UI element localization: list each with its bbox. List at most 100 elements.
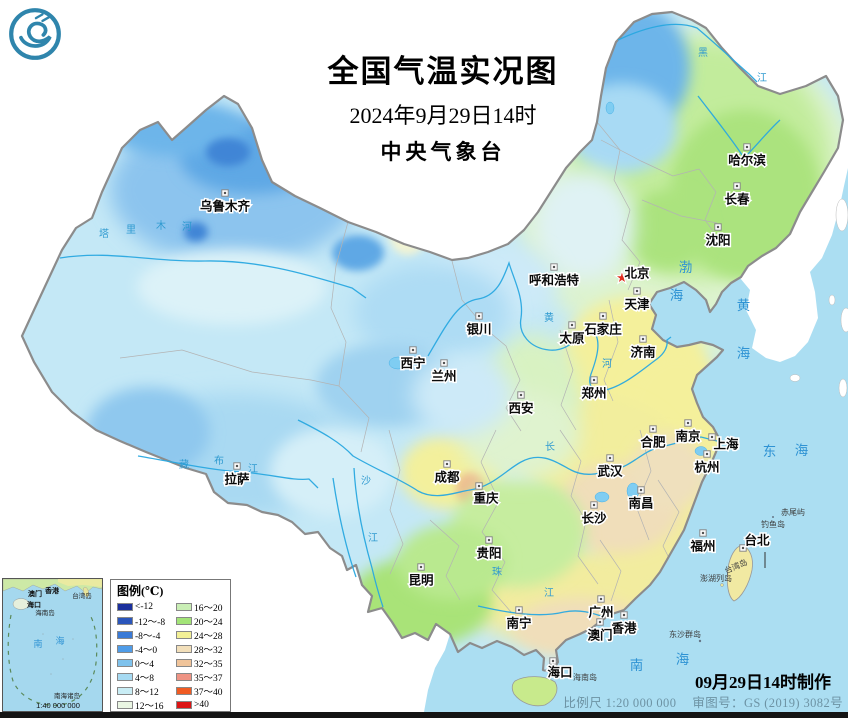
- legend-color-swatch: [117, 631, 133, 639]
- city-南昌: 南昌: [627, 486, 655, 512]
- city-label: 长沙: [581, 511, 607, 526]
- legend-item: 0～4: [117, 656, 176, 670]
- legend-item: 4～8: [117, 670, 176, 684]
- island-label: 东沙群岛: [669, 629, 701, 639]
- legend-color-swatch: [176, 603, 192, 611]
- city-label: 北京: [624, 266, 650, 281]
- cma-logo: [7, 6, 63, 67]
- cma-logo-icon: [9, 8, 61, 60]
- city-济南: 济南: [629, 335, 657, 361]
- diaoyu-island: [772, 516, 774, 518]
- city-label: 南京: [675, 429, 701, 444]
- legend-range-label: 35～37: [194, 674, 223, 684]
- city-label: 台北: [744, 533, 770, 548]
- city-太原: 太原: [558, 321, 586, 347]
- legend-title: 图例(℃): [117, 584, 164, 598]
- sea-label: 南: [630, 658, 645, 673]
- city-乌鲁木齐: 乌鲁木齐: [198, 189, 252, 215]
- city-呼和浩特: 呼和浩特: [527, 263, 581, 289]
- legend-color-swatch: [176, 645, 192, 653]
- city-长春: 长春: [723, 182, 751, 208]
- legend-item: 37～40: [176, 684, 230, 698]
- river-label: 长: [545, 441, 555, 453]
- city-label: 西宁: [400, 356, 425, 371]
- legend-color-swatch: [176, 631, 192, 639]
- legend-range-label: -8～-4: [135, 632, 161, 642]
- legend-color-swatch: [176, 659, 192, 667]
- penghu-islands: [720, 583, 724, 587]
- city-label: 昆明: [408, 573, 433, 588]
- island-label: 海南岛: [573, 672, 597, 682]
- river-label: 江: [757, 72, 767, 84]
- map-title-block: 全国气温实况图 2024年9月29日14时 中央气象台: [258, 46, 628, 166]
- legend-item: 32～35: [176, 656, 230, 670]
- inset-label: 南海诸岛: [54, 691, 80, 700]
- legend-color-swatch: [117, 687, 133, 695]
- city-label: 济南: [630, 345, 656, 360]
- river-label: 江: [248, 463, 258, 475]
- legend-range-label: <-12: [135, 602, 154, 612]
- legend-range-label: 32～35: [194, 660, 223, 670]
- city-西宁: 西宁: [399, 346, 427, 372]
- river-label: 河: [182, 221, 192, 233]
- river-label: 木: [156, 220, 166, 232]
- city-成都: 成都: [433, 460, 461, 486]
- legend-range-label: 24～28: [194, 632, 223, 642]
- south-china-sea-inset: 澳门 香港 台湾岛 海口 海南岛南 海南海诸岛 1:40 000 000: [2, 578, 103, 712]
- legend-item: 35～37: [176, 670, 230, 684]
- capital-star-marker: ★: [616, 270, 628, 285]
- bottom-bar: [0, 712, 848, 718]
- city-福州: 福州: [688, 529, 717, 555]
- inset-label: 台湾岛: [72, 591, 92, 600]
- legend-color-swatch: [176, 673, 192, 681]
- city-markers: 乌鲁木齐 哈尔滨长春沈阳 ★北京天津 呼和浩特石家庄太原济南 银川西宁兰州西安 郑州合肥南…: [198, 143, 771, 681]
- legend-item: -8～-4: [117, 628, 176, 642]
- scale-license-line: 比例尺 1:20 000 000 审图号：GS (2019) 3082号: [563, 692, 843, 711]
- city-label: 南昌: [628, 496, 653, 511]
- city-label: 武汉: [597, 464, 623, 479]
- city-label: 海口: [547, 665, 572, 680]
- city-上海: 上海: [708, 433, 740, 453]
- city-兰州: 兰州: [430, 359, 458, 385]
- city-label: 杭州: [694, 460, 719, 475]
- city-label: 广州: [588, 605, 613, 620]
- legend-color-swatch: [176, 617, 192, 625]
- temperature-legend: 图例(℃) <-12 -12～-8 -8～-4 -4～0 0～4 4～8 8～12 12～16…: [110, 579, 231, 712]
- hainan-island: [511, 676, 558, 707]
- river-label: 黑: [698, 47, 708, 59]
- inset-label: 1:40 000 000: [36, 701, 80, 710]
- title-agency: 中央气象台: [380, 140, 506, 164]
- city-南宁: 南宁: [505, 606, 533, 632]
- sea-label: 黄: [737, 298, 752, 313]
- legend-color-swatch: [117, 701, 133, 709]
- sea-label: 海: [737, 346, 752, 361]
- legend-range-label: >40: [194, 700, 209, 710]
- city-重庆: 重庆: [472, 482, 500, 507]
- city-广州: 广州: [587, 595, 615, 621]
- legend-item: 28～32: [176, 642, 230, 656]
- city-label: 合肥: [640, 435, 666, 450]
- sea-label: 东: [763, 444, 778, 459]
- legend-color-swatch: [117, 659, 133, 667]
- legend-item: 8～12: [117, 684, 176, 698]
- city-拉萨: 拉萨: [223, 462, 251, 488]
- city-北京: ★北京: [615, 264, 651, 286]
- taiwan-island: [726, 544, 753, 602]
- river-label: 珠: [492, 565, 502, 578]
- river-label: 沙: [361, 475, 371, 487]
- sea-label: 海: [795, 443, 810, 458]
- inset-label: 海南岛: [35, 608, 55, 617]
- city-label: 贵阳: [476, 546, 501, 561]
- island-label: 赤尾屿: [781, 508, 805, 517]
- legend-color-swatch: [117, 673, 133, 681]
- river-label: 里: [126, 224, 136, 236]
- city-label: 石家庄: [583, 322, 622, 337]
- city-label: 银川: [466, 322, 491, 337]
- legend-range-label: -4～0: [135, 646, 158, 656]
- map-scale-label: 比例尺 1:20 000 000: [563, 696, 677, 710]
- inset-label: 南: [33, 638, 42, 649]
- city-长沙: 长沙: [580, 501, 608, 527]
- city-label: 上海: [713, 437, 739, 452]
- legend-range-label: 8～12: [135, 688, 159, 698]
